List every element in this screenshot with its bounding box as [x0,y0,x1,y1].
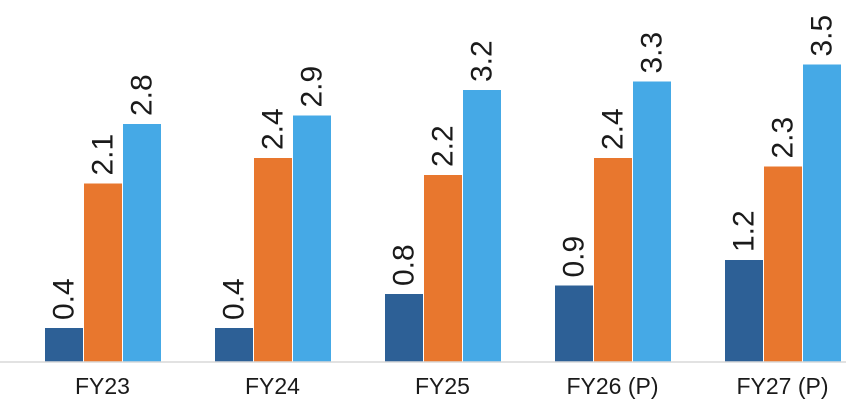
bar-2-2 [463,90,501,362]
data-label-0-1: 2.1 [87,134,120,176]
bar-2-0 [385,294,423,362]
data-label-4-0: 1.2 [728,210,761,252]
data-label-3-1: 2.4 [597,108,630,150]
bar-0-0 [45,328,83,362]
bar-3-1 [594,158,632,362]
data-label-3-2: 3.3 [636,32,669,74]
data-label-2-1: 2.2 [427,125,460,167]
data-label-2-0: 0.8 [388,244,421,286]
bar-4-1 [764,167,802,363]
bar-0-2 [123,124,161,362]
data-label-0-2: 2.8 [126,74,159,116]
category-label-2: FY25 [415,373,470,399]
bar-0-1 [84,184,122,363]
bar-3-2 [633,82,671,363]
bar-3-0 [555,286,593,363]
data-label-2-2: 3.2 [466,40,499,82]
data-label-1-1: 2.4 [257,108,290,150]
bar-4-2 [803,65,841,363]
data-label-1-2: 2.9 [296,66,329,108]
bar-4-0 [725,260,763,362]
category-label-0: FY23 [75,373,130,399]
bar-1-2 [293,116,331,363]
bar-2-1 [424,175,462,362]
bar-1-1 [254,158,292,362]
category-label-4: FY27 (P) [736,373,828,399]
data-label-4-1: 2.3 [767,117,800,159]
category-labels-group: FY23 FY24 FY25 FY26 (P) FY27 (P) [75,373,829,399]
bars-group [45,65,841,363]
data-label-3-0: 0.9 [558,236,591,278]
bar-1-0 [215,328,253,362]
data-label-0-0: 0.4 [48,278,81,320]
category-label-1: FY24 [245,373,300,399]
category-label-3: FY26 (P) [566,373,658,399]
data-label-4-2: 3.5 [806,15,839,57]
data-label-1-0: 0.4 [218,278,251,320]
